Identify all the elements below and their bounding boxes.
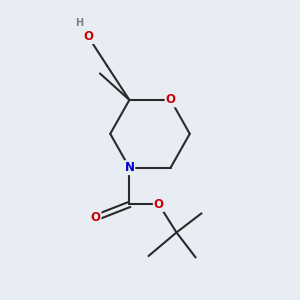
Text: N: N [124,161,134,174]
Text: H: H [75,18,83,28]
Text: O: O [166,93,176,106]
Text: O: O [154,198,164,211]
Text: O: O [91,211,100,224]
Text: O: O [83,30,93,43]
